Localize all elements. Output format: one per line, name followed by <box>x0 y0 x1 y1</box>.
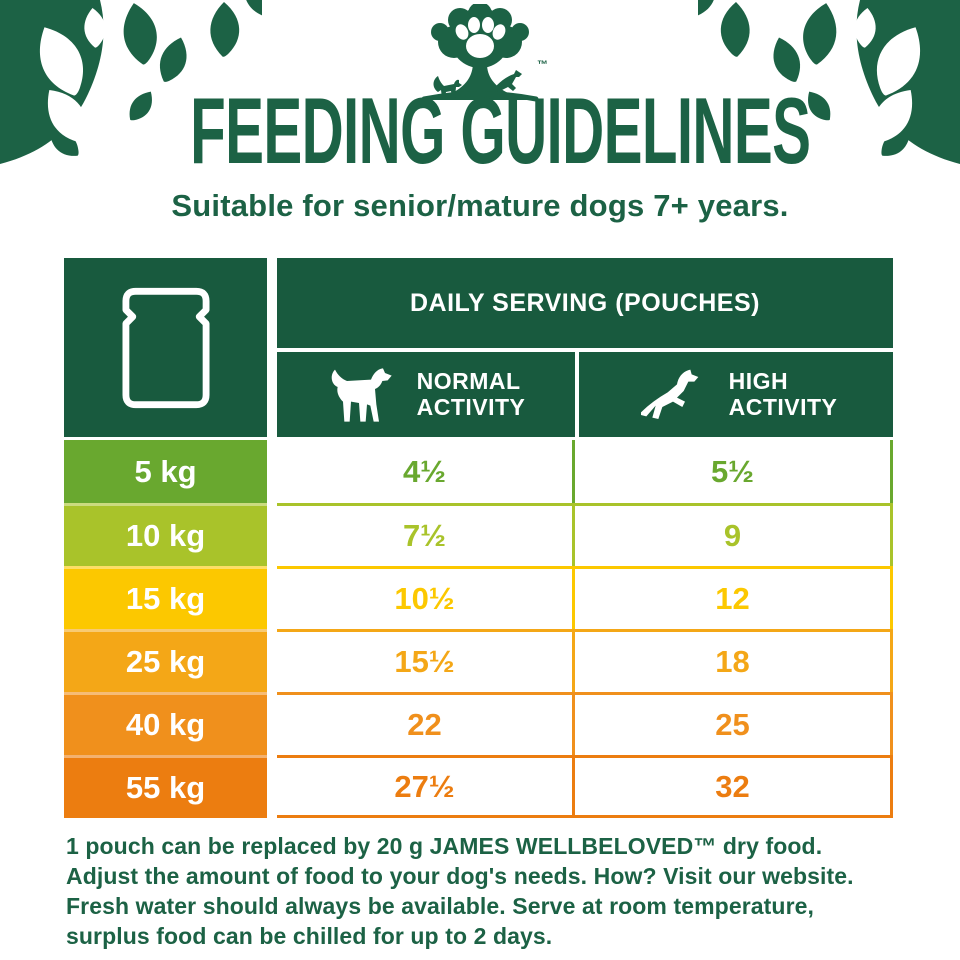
value-cells: 10½ 12 <box>277 566 893 629</box>
column-gap <box>267 440 277 503</box>
footer-line: surplus food can be chilled for up to 2 … <box>66 923 553 950</box>
table-row: 15 kg 10½ 12 <box>64 566 893 629</box>
feeding-table: DAILY SERVING (POUCHES) NORMAL ACTIVITY … <box>64 258 893 821</box>
footer-notes: 1 pouch can be replaced by 20 g JAMES WE… <box>66 831 906 952</box>
tree-paw-logo-icon: ™ <box>421 2 548 102</box>
weight-cell: 10 kg <box>64 503 267 566</box>
value-cells: 15½ 18 <box>277 629 893 692</box>
normal-activity-label: NORMAL ACTIVITY <box>416 367 526 420</box>
high-activity-value: 12 <box>575 566 893 629</box>
standing-dog-icon <box>331 367 392 422</box>
normal-activity-value: 22 <box>277 692 575 755</box>
page-title-text: FEEDING GUIDELINES <box>190 78 811 183</box>
table-row: 25 kg 15½ 18 <box>64 629 893 692</box>
leaf-branch-decoration-icon <box>0 0 262 164</box>
activity-header-row: NORMAL ACTIVITY HIGH ACTIVITY <box>277 352 893 437</box>
table-row: 10 kg 7½ 9 <box>64 503 893 566</box>
table-body: 5 kg 4½ 5½ 10 kg 7½ 9 15 kg 10½ 12 25 kg 15½ 18 40 k… <box>64 440 893 818</box>
footer-line: Adjust the amount of food to your dog's … <box>66 863 854 890</box>
high-activity-value: 32 <box>575 755 893 818</box>
page-title: FEEDING GUIDELINES <box>0 84 960 178</box>
trademark-symbol: ™ <box>537 59 548 71</box>
cat-silhouette-icon <box>433 76 462 98</box>
column-gap <box>267 755 277 818</box>
jumping-dog-icon <box>640 369 698 419</box>
normal-activity-value: 15½ <box>277 629 575 692</box>
table-row: 5 kg 4½ 5½ <box>64 440 893 503</box>
normal-activity-value: 10½ <box>277 566 575 629</box>
high-activity-value: 18 <box>575 629 893 692</box>
table-row: 40 kg 22 25 <box>64 692 893 755</box>
high-activity-value: 9 <box>575 503 893 566</box>
weight-cell: 25 kg <box>64 629 267 692</box>
footer-line: Fresh water should always be available. … <box>66 893 815 920</box>
page-subtitle: Suitable for senior/mature dogs 7+ years… <box>171 188 789 223</box>
pouch-header-cell <box>64 258 267 437</box>
normal-activity-value: 7½ <box>277 503 575 566</box>
column-gap <box>267 629 277 692</box>
weight-cell: 55 kg <box>64 755 267 818</box>
normal-activity-value: 4½ <box>277 440 575 503</box>
pouch-icon <box>121 287 210 408</box>
value-cells: 4½ 5½ <box>277 440 893 503</box>
column-gap <box>267 692 277 755</box>
dog-silhouette-icon <box>496 70 522 96</box>
normal-activity-header: NORMAL ACTIVITY <box>277 352 575 437</box>
value-cells: 22 25 <box>277 692 893 755</box>
serving-header: DAILY SERVING (POUCHES) NORMAL ACTIVITY … <box>277 258 893 437</box>
column-gap <box>267 566 277 629</box>
column-gap <box>267 503 277 566</box>
normal-activity-value: 27½ <box>277 755 575 818</box>
weight-cell: 15 kg <box>64 566 267 629</box>
value-cells: 7½ 9 <box>277 503 893 566</box>
high-activity-header: HIGH ACTIVITY <box>579 352 893 437</box>
value-cells: 27½ 32 <box>277 755 893 818</box>
column-divider <box>575 352 579 437</box>
weight-cell: 40 kg <box>64 692 267 755</box>
footer-line: 1 pouch can be replaced by 20 g JAMES WE… <box>66 833 823 859</box>
high-activity-label: HIGH ACTIVITY <box>728 367 838 420</box>
high-activity-value: 25 <box>575 692 893 755</box>
leaf-branch-decoration-icon <box>698 0 960 164</box>
brand-logo: ™ <box>410 2 550 113</box>
high-activity-value: 5½ <box>575 440 893 503</box>
table-row: 55 kg 27½ 32 <box>64 755 893 818</box>
weight-cell: 5 kg <box>64 440 267 503</box>
daily-serving-header: DAILY SERVING (POUCHES) <box>277 258 893 348</box>
